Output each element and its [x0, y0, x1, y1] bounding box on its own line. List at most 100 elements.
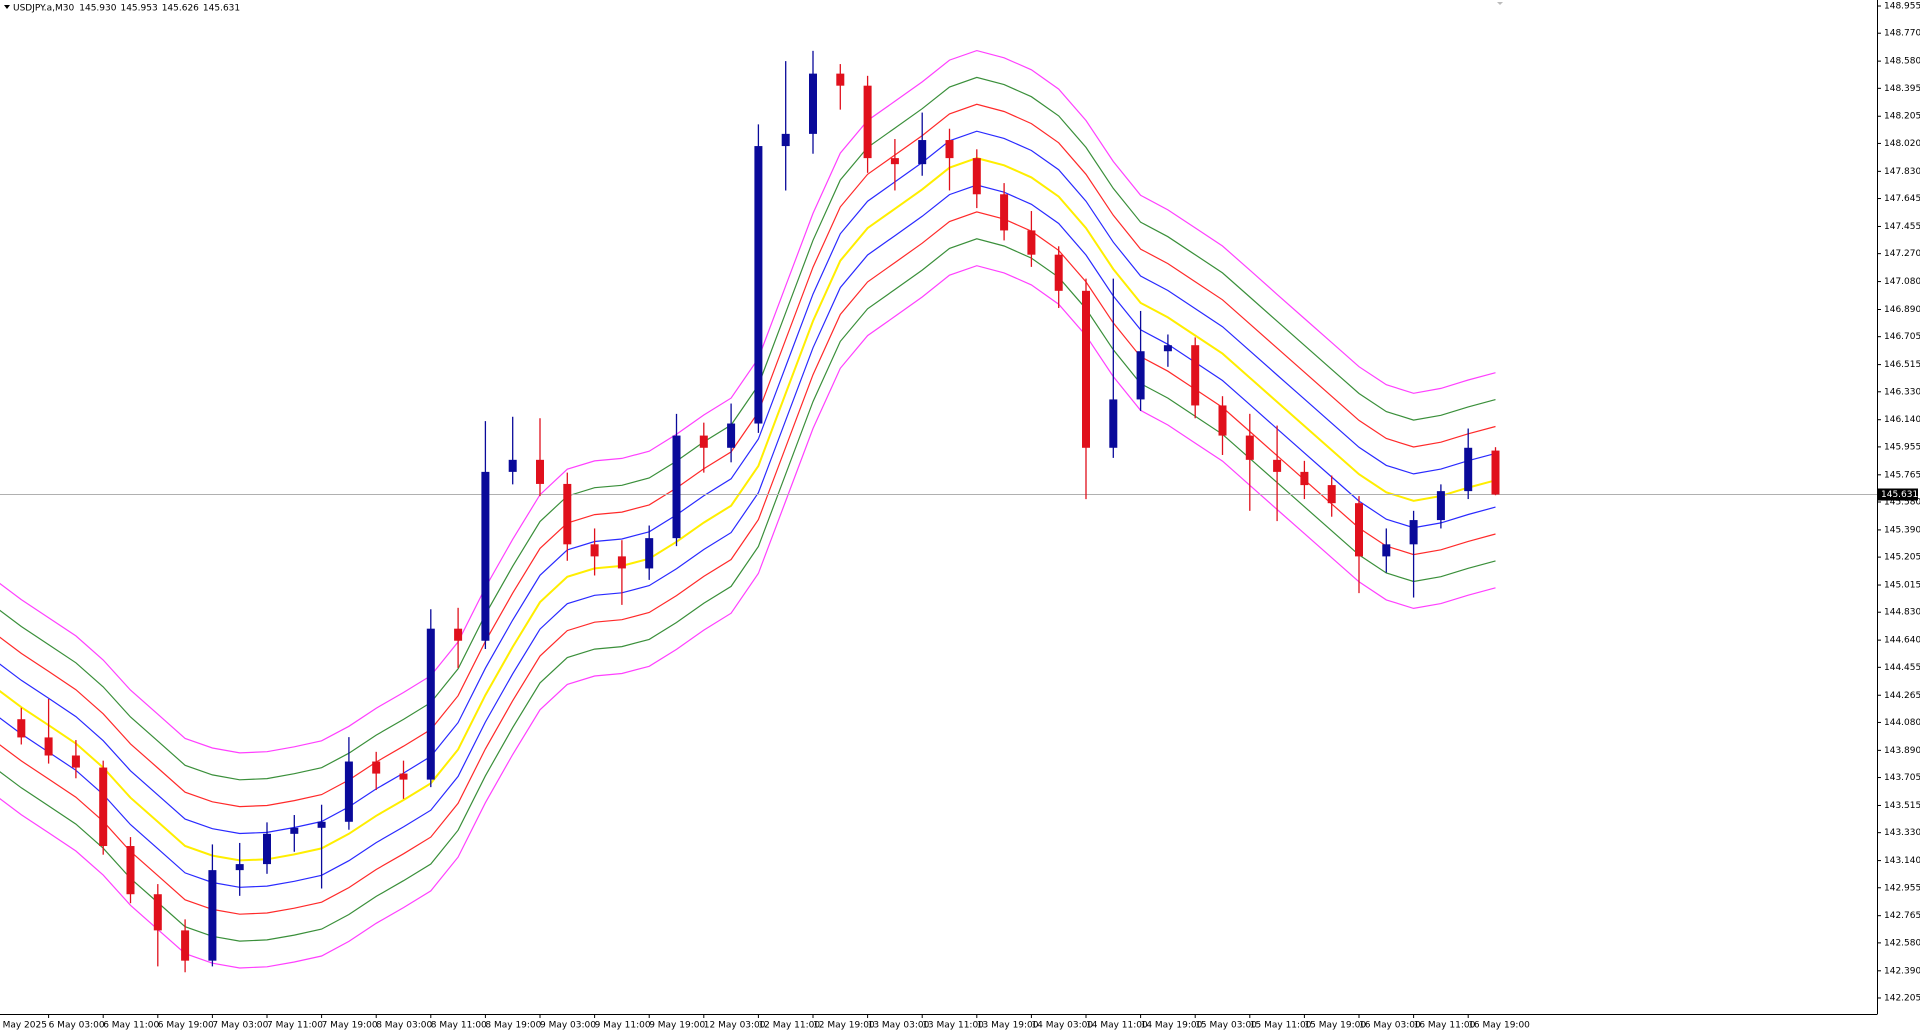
candle-body: [181, 930, 190, 961]
y-tick-label: 145.580: [1884, 498, 1920, 508]
x-tick-label: 8 May 03:00: [376, 1021, 432, 1031]
x-tick-label: 13 May 03:00: [868, 1021, 930, 1031]
y-tick-label: 146.515: [1884, 360, 1920, 370]
y-tick-label: 142.765: [1884, 911, 1920, 921]
candle-body: [1273, 459, 1282, 472]
y-tick-label: 148.770: [1884, 29, 1920, 39]
candle-body: [590, 544, 599, 557]
envelope-band: [0, 238, 1496, 942]
y-tick-label: 147.080: [1884, 277, 1920, 287]
candle-body: [754, 146, 763, 424]
candle-body: [672, 435, 681, 539]
candle-body: [1163, 345, 1172, 352]
candle-body: [1464, 447, 1473, 492]
candle-body: [17, 719, 26, 738]
x-tick-label: 6 May 11:00: [103, 1021, 159, 1031]
x-tick-label: 16 May 19:00: [1468, 1021, 1530, 1031]
current-price-box: [1878, 488, 1918, 501]
x-tick-label: 14 May 11:00: [1086, 1021, 1148, 1031]
candle-body: [890, 158, 899, 165]
x-tick-label: 15 May 19:00: [1304, 1021, 1366, 1031]
y-tick-label: 146.140: [1884, 415, 1920, 425]
header-quote: 145.626: [162, 4, 199, 14]
y-tick-label: 145.955: [1884, 442, 1920, 452]
header-quote: 145.953: [120, 4, 157, 14]
y-tick-label: 143.330: [1884, 828, 1920, 838]
candle-body: [617, 556, 626, 569]
y-tick-label: 145.390: [1884, 525, 1920, 535]
candle-body: [372, 761, 381, 774]
y-tick-label: 147.645: [1884, 194, 1920, 204]
candle-body: [699, 435, 708, 448]
y-tick-label: 142.955: [1884, 883, 1920, 893]
x-tick-label: 6 May 03:00: [49, 1021, 105, 1031]
envelope-band: [0, 103, 1496, 808]
candle-body: [1191, 345, 1200, 406]
candle-body: [1245, 435, 1254, 460]
y-tick-label: 143.140: [1884, 856, 1920, 866]
y-tick-label: 144.265: [1884, 691, 1920, 701]
x-tick-label: 13 May 11:00: [922, 1021, 984, 1031]
candle-body: [781, 133, 790, 147]
envelope-center: [0, 157, 1496, 862]
y-tick-label: 145.015: [1884, 581, 1920, 591]
candle-body: [809, 73, 817, 134]
candle-body: [399, 773, 408, 780]
candle-body: [1327, 485, 1336, 504]
x-tick-label: 13 May 19:00: [977, 1021, 1039, 1031]
candle-body: [1136, 351, 1145, 400]
candle-body: [454, 628, 463, 641]
collapse-arrow[interactable]: [4, 5, 10, 9]
candle-body: [836, 73, 845, 86]
x-tick-label: 16 May 03:00: [1359, 1021, 1421, 1031]
x-tick-label: 12 May 11:00: [758, 1021, 820, 1031]
y-tick-label: 145.765: [1884, 470, 1920, 480]
candle-body: [1109, 399, 1118, 448]
header-quote: 145.631: [203, 4, 240, 14]
candle-body: [1218, 405, 1227, 436]
candle-body: [1355, 503, 1363, 557]
candle-body: [945, 140, 954, 159]
candle-body: [1054, 254, 1063, 291]
x-tick-label: 6 May 19:00: [158, 1021, 214, 1031]
candle-body: [44, 737, 53, 756]
y-tick-label: 147.830: [1884, 167, 1920, 177]
x-tick-label: 16 May 11:00: [1414, 1021, 1476, 1031]
candle-body: [1000, 194, 1009, 231]
x-tick-label: 14 May 19:00: [1141, 1021, 1203, 1031]
x-tick-label: 14 May 03:00: [1031, 1021, 1093, 1031]
y-tick-label: 148.205: [1884, 112, 1920, 122]
candle-body: [563, 483, 572, 545]
y-tick-label: 148.020: [1884, 139, 1920, 149]
candle-body: [290, 827, 299, 834]
x-tick-label: 15 May 11:00: [1250, 1021, 1312, 1031]
y-tick-label: 144.455: [1884, 663, 1920, 673]
y-tick-label: 142.390: [1884, 966, 1920, 976]
x-tick-label: 9 May 19:00: [649, 1021, 705, 1031]
chart-title: USDJPY.a,M30: [13, 4, 75, 14]
candle-body: [536, 459, 544, 484]
y-tick-label: 142.580: [1884, 938, 1920, 948]
header-quote: 145.930: [79, 4, 116, 14]
candle-body: [426, 628, 435, 780]
y-tick-label: 143.705: [1884, 773, 1920, 783]
envelope-band: [0, 265, 1496, 969]
candle-body: [317, 821, 326, 828]
envelope-band: [0, 49, 1496, 754]
x-tick-label: 5 May 2025: [0, 1021, 47, 1031]
y-tick-label: 143.890: [1884, 746, 1920, 756]
y-tick-label: 148.955: [1884, 2, 1920, 12]
y-tick-label: 142.205: [1884, 993, 1920, 1003]
x-tick-label: 7 May 11:00: [267, 1021, 323, 1031]
x-tick-label: 9 May 03:00: [540, 1021, 596, 1031]
candle-body: [153, 894, 162, 931]
x-tick-label: 15 May 03:00: [1195, 1021, 1257, 1031]
candle-body: [1382, 544, 1391, 557]
candle-body: [99, 767, 108, 847]
x-tick-label: 7 May 03:00: [212, 1021, 268, 1031]
x-tick-label: 8 May 11:00: [431, 1021, 487, 1031]
candle-body: [918, 140, 927, 165]
candle-body: [863, 85, 872, 159]
